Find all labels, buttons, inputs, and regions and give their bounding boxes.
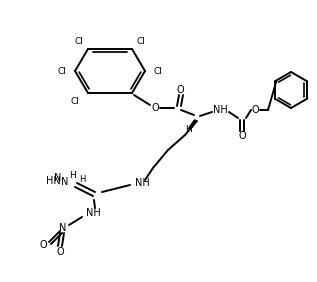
Text: HN: HN xyxy=(46,176,60,186)
Text: N: N xyxy=(61,177,68,187)
Text: O: O xyxy=(39,240,47,250)
Text: O: O xyxy=(251,105,259,115)
Text: N: N xyxy=(59,223,67,233)
Text: Cl: Cl xyxy=(71,96,80,105)
Text: H: H xyxy=(70,171,76,180)
Text: N: N xyxy=(54,173,62,183)
Text: NH: NH xyxy=(213,105,227,115)
Text: O: O xyxy=(151,103,159,113)
Text: Cl: Cl xyxy=(153,67,162,76)
Text: NH: NH xyxy=(135,178,149,188)
Text: Cl: Cl xyxy=(137,36,146,45)
Text: Cl: Cl xyxy=(74,36,83,45)
Text: O: O xyxy=(238,131,246,141)
Text: NH: NH xyxy=(86,208,100,218)
Text: O: O xyxy=(176,85,184,95)
Text: Cl: Cl xyxy=(58,67,67,76)
Text: O: O xyxy=(56,247,64,257)
Text: H: H xyxy=(186,125,192,135)
Text: H: H xyxy=(79,175,85,184)
